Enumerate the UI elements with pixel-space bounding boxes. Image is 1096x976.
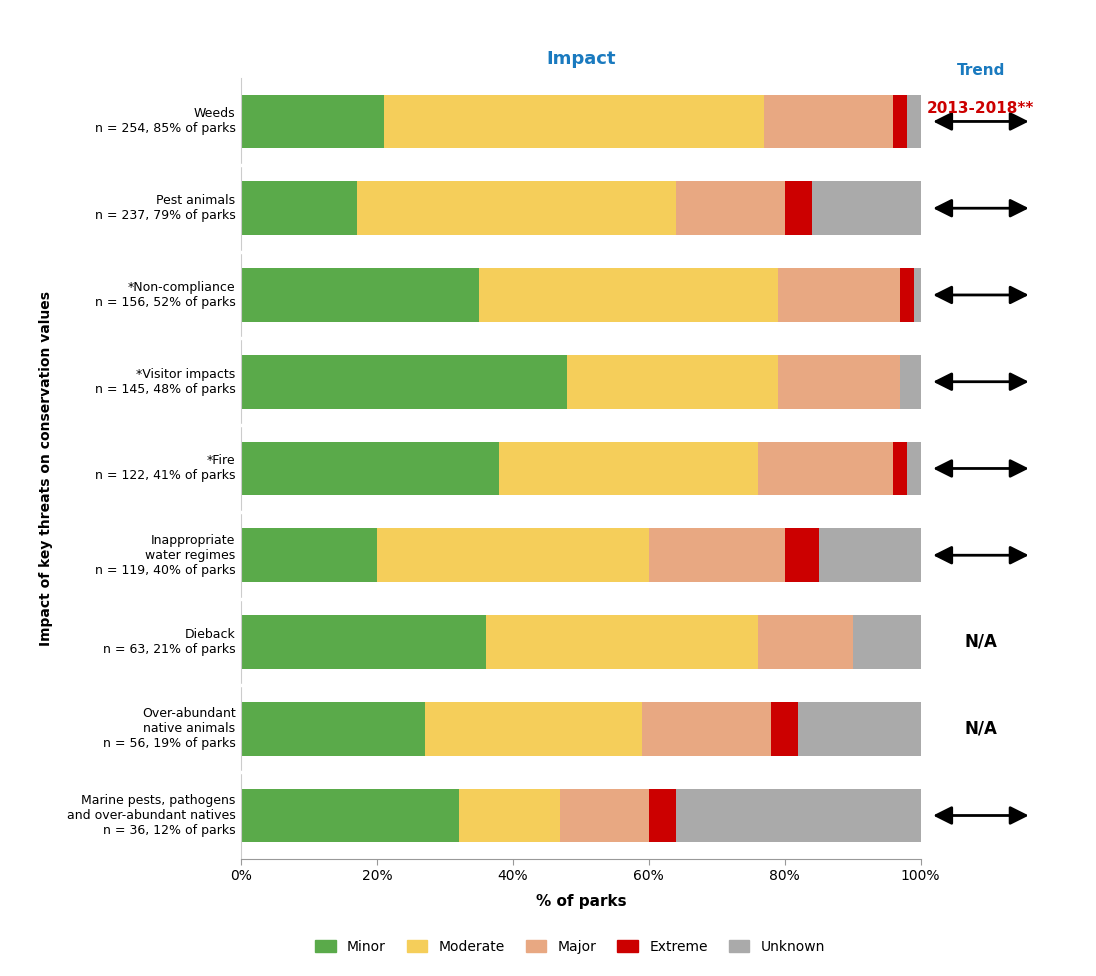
- Bar: [649, 528, 785, 582]
- Bar: [560, 789, 649, 842]
- Bar: [568, 355, 778, 409]
- Bar: [649, 789, 676, 842]
- Bar: [676, 182, 785, 235]
- Bar: [241, 702, 424, 755]
- Bar: [384, 95, 764, 148]
- Bar: [676, 789, 921, 842]
- Bar: [907, 441, 921, 496]
- Bar: [772, 702, 798, 755]
- Bar: [486, 615, 757, 669]
- Text: N/A: N/A: [964, 719, 997, 738]
- Text: N/A: N/A: [964, 633, 997, 651]
- Bar: [778, 268, 900, 322]
- Bar: [424, 702, 642, 755]
- Bar: [893, 441, 907, 496]
- Legend: Minor, Moderate, Major, Extreme, Unknown: Minor, Moderate, Major, Extreme, Unknown: [309, 934, 831, 959]
- Bar: [819, 528, 921, 582]
- Bar: [241, 95, 384, 148]
- Bar: [907, 95, 921, 148]
- Text: Trend: Trend: [957, 63, 1005, 78]
- Bar: [479, 268, 778, 322]
- Bar: [764, 95, 893, 148]
- Bar: [900, 268, 914, 322]
- Bar: [241, 182, 356, 235]
- Bar: [241, 441, 500, 496]
- Text: 2013-2018**: 2013-2018**: [927, 101, 1035, 115]
- Bar: [500, 441, 757, 496]
- Bar: [893, 95, 907, 148]
- Bar: [458, 789, 560, 842]
- Bar: [241, 615, 486, 669]
- Bar: [642, 702, 772, 755]
- Bar: [241, 528, 377, 582]
- Bar: [785, 182, 812, 235]
- Bar: [241, 355, 568, 409]
- Bar: [914, 268, 921, 322]
- Title: Impact: Impact: [546, 50, 616, 68]
- Bar: [798, 702, 921, 755]
- Bar: [241, 789, 458, 842]
- Bar: [241, 268, 479, 322]
- Bar: [812, 182, 921, 235]
- Bar: [778, 355, 900, 409]
- Bar: [757, 615, 853, 669]
- Y-axis label: Impact of key threats on conservation values: Impact of key threats on conservation va…: [39, 291, 53, 646]
- Bar: [757, 441, 893, 496]
- Bar: [900, 355, 921, 409]
- Bar: [853, 615, 921, 669]
- Bar: [356, 182, 676, 235]
- Bar: [377, 528, 649, 582]
- Bar: [785, 528, 819, 582]
- X-axis label: % of parks: % of parks: [536, 894, 626, 910]
